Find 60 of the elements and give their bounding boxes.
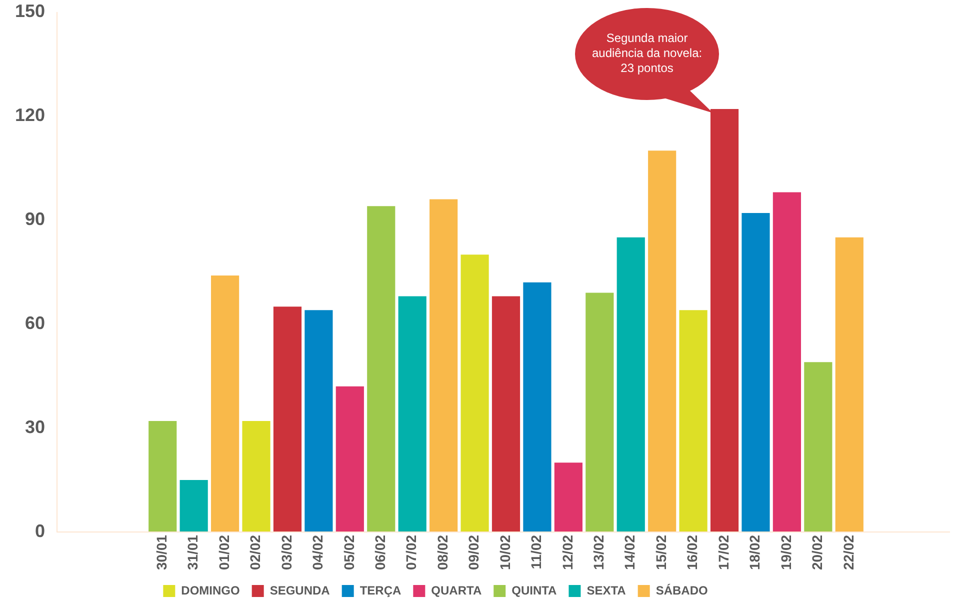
x-tick-label: 04/02 (310, 534, 326, 570)
y-tick-label: 150 (14, 0, 45, 21)
x-tick-label: 09/02 (466, 534, 482, 570)
bar (554, 462, 582, 532)
y-tick-label: 60 (24, 312, 45, 333)
legend-label: SEXTA (586, 583, 626, 598)
bar (336, 386, 364, 532)
bar (742, 213, 770, 532)
bar (835, 237, 864, 532)
bar (242, 421, 270, 532)
bar (586, 292, 614, 532)
bar (430, 199, 458, 532)
bar (367, 206, 396, 532)
bar (492, 296, 520, 532)
annotation: Segunda maior audiência da novela: 23 pontos (592, 31, 702, 76)
x-tick-label: 07/02 (403, 534, 420, 570)
x-tick-label: 31/01 (184, 534, 201, 570)
bar (523, 282, 552, 532)
bar (210, 275, 240, 532)
x-tick-label: 12/02 (559, 534, 576, 570)
x-tick-label: 15/02 (652, 534, 669, 570)
x-tick-label: 11/02 (528, 534, 544, 570)
legend-label: TERÇA (360, 583, 402, 598)
bar (273, 306, 302, 532)
x-tick-label: 20/02 (809, 534, 826, 570)
bar (679, 310, 708, 532)
bar (148, 421, 177, 532)
x-tick-label: 06/02 (372, 534, 388, 570)
bar (804, 362, 832, 532)
bar (616, 237, 645, 532)
bar (304, 310, 333, 532)
legend-label: QUARTA (431, 583, 482, 598)
x-tick-label: 14/02 (622, 534, 638, 570)
legend-label: SEGUNDA (270, 583, 330, 598)
y-tick-label: 30 (24, 416, 45, 437)
x-tick-label: 19/02 (778, 534, 794, 570)
x-tick-label: 16/02 (684, 534, 700, 570)
x-tick-label: 02/02 (247, 534, 264, 570)
x-tick-label: 05/02 (340, 534, 357, 570)
bar (180, 480, 208, 532)
bar (772, 192, 802, 532)
x-tick-label: 30/01 (153, 534, 170, 570)
x-tick-label: 22/02 (840, 534, 856, 570)
legend-label: DOMINGO (181, 583, 240, 598)
bar (648, 150, 676, 532)
bar (460, 254, 489, 532)
x-tick-label: 03/02 (278, 534, 294, 570)
x-tick-label: 10/02 (496, 534, 513, 570)
legend-label: QUINTA (512, 583, 558, 598)
bar (710, 109, 739, 532)
bar (398, 296, 426, 532)
x-tick-label: 08/02 (434, 534, 450, 570)
legend-label: SÁBADO (656, 583, 708, 598)
y-tick-label: 120 (14, 104, 45, 125)
x-tick-label: 17/02 (715, 534, 732, 570)
x-tick-label: 18/02 (746, 534, 763, 570)
y-tick-label: 0 (34, 520, 45, 541)
x-tick-label: 13/02 (590, 534, 607, 570)
x-tick-label: 01/02 (216, 534, 232, 570)
y-tick-label: 90 (24, 208, 45, 229)
